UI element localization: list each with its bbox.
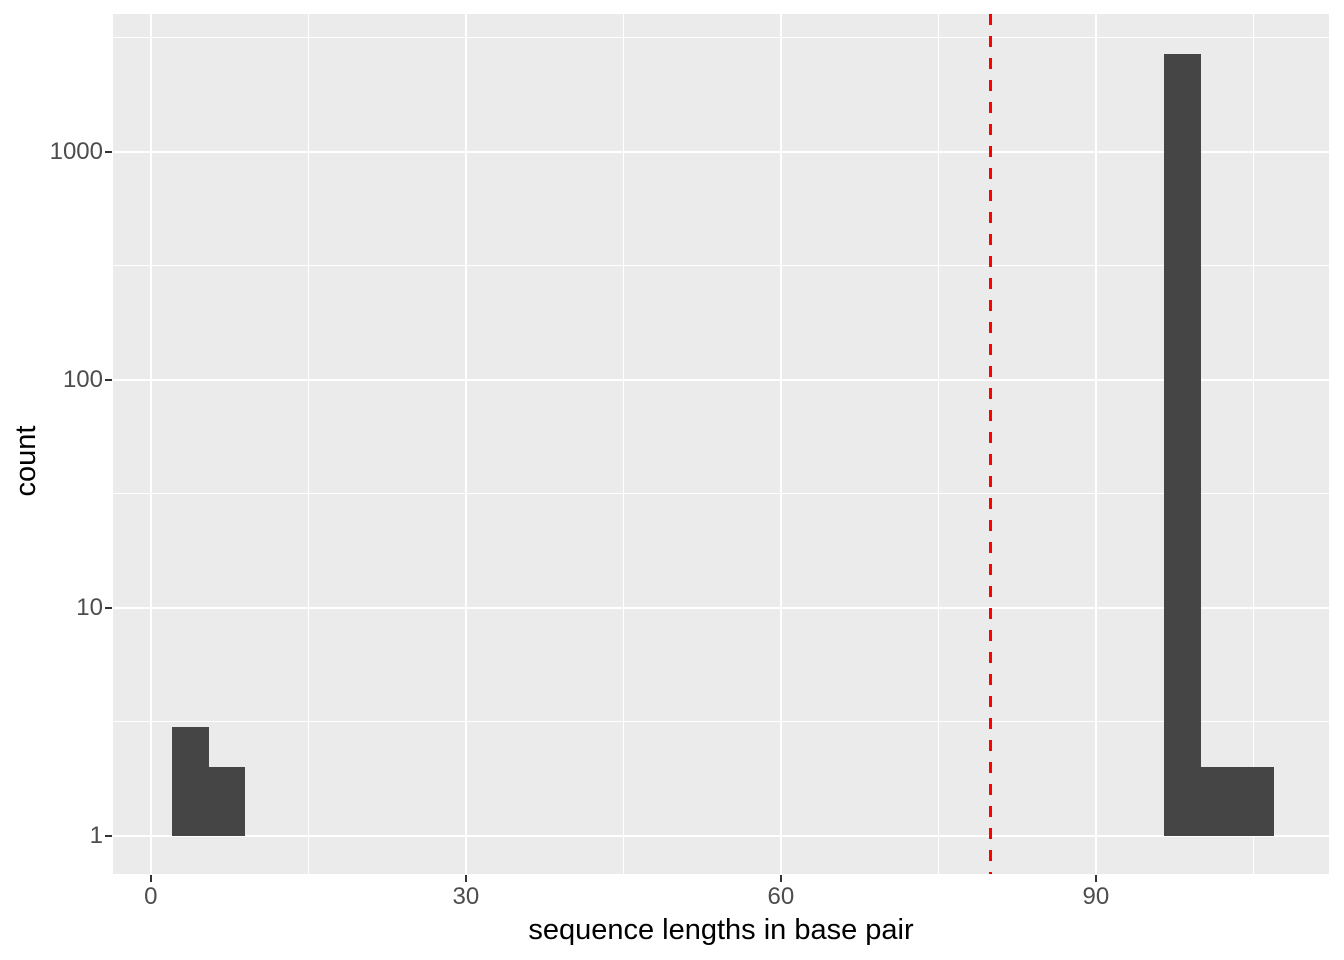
histogram-bar [1164, 53, 1201, 836]
x-tick-label: 90 [1082, 883, 1110, 910]
histogram-bar [171, 727, 209, 836]
gridline-y-major [113, 834, 1329, 837]
x-tick-mark [149, 875, 152, 882]
gridline-x-major [779, 14, 782, 874]
gridline-x-major [149, 14, 152, 874]
gridline-x-minor [1252, 14, 1254, 874]
gridline-y-major [113, 606, 1329, 609]
x-tick-label: 60 [767, 883, 795, 910]
y-tick-mark [105, 150, 112, 153]
gridline-y-minor [113, 721, 1329, 723]
gridline-x-major [1094, 14, 1097, 874]
y-tick-mark [105, 834, 112, 837]
x-tick-label: 0 [144, 883, 158, 910]
gridline-x-minor [622, 14, 624, 874]
x-tick-mark [1094, 875, 1097, 882]
gridline-y-major [113, 378, 1329, 381]
y-axis-title-text: count [10, 425, 42, 497]
y-tick-label: 1 [89, 821, 103, 849]
threshold-vline [989, 14, 993, 874]
y-tick-mark [105, 378, 112, 381]
gridline-y-major [113, 150, 1329, 153]
gridline-y-minor [113, 493, 1329, 495]
y-tick-label: 100 [62, 365, 103, 393]
gridline-y-minor [113, 37, 1329, 39]
gridline-x-major [464, 14, 467, 874]
x-tick-label: 30 [452, 883, 480, 910]
histogram-bar [208, 767, 246, 836]
x-tick-mark [779, 875, 782, 882]
y-tick-label: 10 [76, 593, 103, 621]
plot-panel [113, 14, 1329, 874]
gridline-y-minor [113, 265, 1329, 267]
gridline-x-minor [307, 14, 309, 874]
histogram-bar [1237, 767, 1275, 836]
histogram-bar [1200, 767, 1238, 836]
x-axis-title: sequence lengths in base pair [528, 914, 914, 946]
x-tick-mark [464, 875, 467, 882]
y-tick-label: 1000 [49, 137, 103, 165]
gridline-x-minor [937, 14, 939, 874]
y-tick-mark [105, 606, 112, 609]
